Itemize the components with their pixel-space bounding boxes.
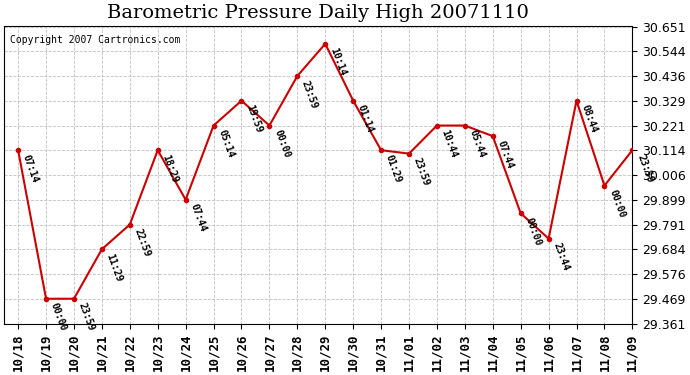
Text: Copyright 2007 Cartronics.com: Copyright 2007 Cartronics.com bbox=[10, 35, 181, 45]
Text: 00:00: 00:00 bbox=[607, 188, 627, 219]
Text: 23:59: 23:59 bbox=[300, 79, 319, 110]
Text: 05:14: 05:14 bbox=[217, 128, 236, 159]
Text: 23:59: 23:59 bbox=[77, 302, 96, 333]
Text: 10:44: 10:44 bbox=[440, 128, 459, 159]
Text: 00:00: 00:00 bbox=[524, 216, 543, 247]
Text: 01:29: 01:29 bbox=[384, 153, 403, 184]
Text: 10:14: 10:14 bbox=[328, 46, 348, 78]
Text: 07:44: 07:44 bbox=[495, 139, 515, 170]
Text: 11:29: 11:29 bbox=[105, 252, 124, 283]
Text: 23:59: 23:59 bbox=[412, 156, 431, 188]
Text: 23:44: 23:44 bbox=[551, 242, 571, 272]
Text: 07:44: 07:44 bbox=[188, 202, 208, 234]
Text: 23:59: 23:59 bbox=[635, 153, 655, 184]
Text: 00:00: 00:00 bbox=[272, 128, 292, 159]
Title: Barometric Pressure Daily High 20071110: Barometric Pressure Daily High 20071110 bbox=[108, 4, 529, 22]
Text: 05:44: 05:44 bbox=[468, 128, 487, 159]
Text: 22:59: 22:59 bbox=[132, 227, 152, 258]
Text: 00:00: 00:00 bbox=[49, 302, 68, 333]
Text: 08:44: 08:44 bbox=[580, 104, 599, 135]
Text: 07:14: 07:14 bbox=[21, 153, 40, 184]
Text: 19:59: 19:59 bbox=[244, 104, 264, 135]
Text: 01:14: 01:14 bbox=[356, 104, 375, 135]
Text: 18:29: 18:29 bbox=[161, 153, 180, 184]
